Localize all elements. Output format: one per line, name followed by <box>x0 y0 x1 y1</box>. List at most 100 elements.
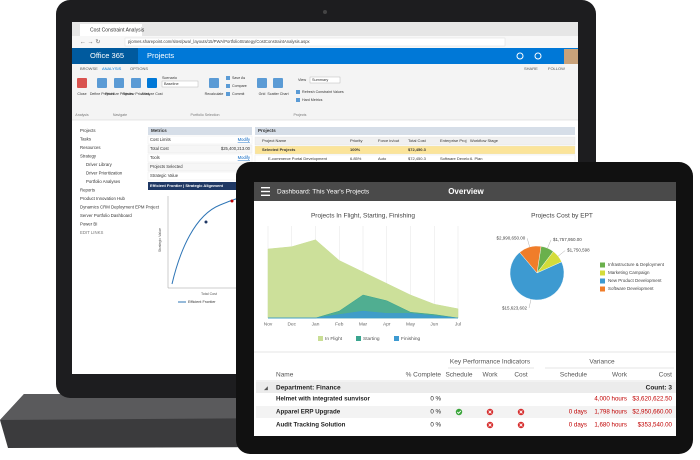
nav-link[interactable]: Tasks <box>80 137 91 142</box>
project-name[interactable]: Apparel ERP Upgrade <box>276 409 341 416</box>
variance-work: 1,680 hours <box>594 422 627 429</box>
ribbon-button[interactable]: Review Priorities <box>123 92 150 96</box>
metric-label: Cost Limits <box>150 137 171 142</box>
gear-icon[interactable] <box>534 52 542 60</box>
nav-link[interactable]: Server Portfolio Dashboard <box>80 213 132 218</box>
nav-link[interactable]: Reports <box>80 188 95 193</box>
nav-link[interactable]: EDIT LINKS <box>80 230 103 235</box>
small-icon[interactable] <box>226 84 230 88</box>
area <box>268 310 459 319</box>
ribbon-small-button[interactable]: Save As <box>232 76 245 80</box>
project-name[interactable]: Audit Tracking Solution <box>276 422 346 429</box>
nav-link[interactable]: Dynamics CRM Deployment EPM Project <box>80 205 160 210</box>
project-name[interactable]: Helmet with integrated sunvisor <box>276 396 370 403</box>
menu-icon[interactable] <box>261 187 270 196</box>
variance-cost: $2,950,660.00 <box>632 409 672 416</box>
leader-line <box>527 238 530 248</box>
ribbon-icon[interactable] <box>77 78 87 88</box>
nav-link[interactable]: Portfolio Analyses <box>86 179 120 184</box>
ribbon-button[interactable]: Analyze Cost <box>141 92 162 96</box>
ribbon-icon[interactable] <box>97 78 107 88</box>
grid-cell: Software Develo <box>440 156 470 161</box>
small-icon[interactable] <box>226 76 230 80</box>
legend-label: Marketing Campaign <box>608 270 650 275</box>
nav-link[interactable]: Strategy <box>80 154 97 159</box>
cross <box>488 423 492 427</box>
small-icon[interactable] <box>226 92 230 96</box>
table-row[interactable] <box>256 393 676 405</box>
suite-bar <box>72 48 578 64</box>
legend-label: Starting <box>363 336 380 342</box>
table-row[interactable] <box>256 406 676 418</box>
ribbon <box>72 64 578 120</box>
nav-arrows[interactable]: ← → ↻ <box>80 40 100 46</box>
kpi-icons <box>455 408 525 429</box>
nav-link[interactable]: Power BI <box>80 222 97 227</box>
x-tick-label: Jun <box>430 321 438 327</box>
suite-site[interactable]: Projects <box>147 51 174 60</box>
nav-link[interactable]: Driver Library <box>86 162 113 167</box>
bell-icon[interactable] <box>516 52 524 60</box>
ribbon-icon[interactable] <box>273 78 283 88</box>
ribbon-tab[interactable]: ANALYSIS <box>102 66 122 71</box>
column-header: Cost <box>659 372 673 379</box>
column-header: Work <box>612 372 628 379</box>
ribbon-icon[interactable] <box>131 78 141 88</box>
legend-label: Finishing <box>401 336 421 342</box>
ribbon-icon[interactable] <box>209 78 219 88</box>
ribbon-small-button[interactable]: Hard Metrics <box>302 98 323 102</box>
nav-link[interactable]: Product Innovation Hub <box>80 196 126 201</box>
x-tick-label: Jan <box>312 321 320 327</box>
metric-value: $25,400,213.00 <box>221 146 251 151</box>
ribbon-button[interactable]: Grid <box>259 92 266 96</box>
ribbon-button[interactable]: Define Projects <box>90 92 115 96</box>
grid-cell: E-commerce Portal Development <box>268 156 328 161</box>
ribbon-tab[interactable]: BROWSE <box>80 66 98 71</box>
collapse-toggle[interactable]: ◢ <box>264 385 268 391</box>
small-icon[interactable] <box>296 90 300 94</box>
ribbon-small-button[interactable]: Refresh Constraint Values <box>302 90 344 94</box>
data-label: $2,990,650.00 <box>496 236 525 241</box>
user-tool[interactable]: FOLLOW <box>548 66 565 71</box>
group-header: Key Performance Indicators <box>450 359 531 366</box>
grid-cell: Auto <box>378 156 387 161</box>
nav-link[interactable]: Projects <box>80 128 96 133</box>
suite-app[interactable]: Office 365 <box>90 51 124 60</box>
variance-schedule: 0 days <box>569 422 587 429</box>
small-icon[interactable] <box>296 98 300 102</box>
breadcrumb[interactable]: Dashboard: This Year's Projects <box>277 189 370 196</box>
ribbon-button[interactable]: Prioritize Projects <box>105 92 133 96</box>
nav-link[interactable]: Driver Prioritization <box>86 171 123 176</box>
table-row[interactable] <box>256 419 676 431</box>
user-tool[interactable]: SHARE <box>524 66 538 71</box>
ribbon-tab[interactable]: OPTIONS <box>130 66 148 71</box>
x-tick-label: Mar <box>359 321 368 327</box>
frontier-header <box>148 182 252 190</box>
ribbon-icon[interactable] <box>147 78 157 88</box>
view-label: View <box>298 78 306 82</box>
ribbon-button[interactable]: Recalculate <box>205 92 224 96</box>
chart-title: Projects In Flight, Starting, Finishing <box>311 213 415 220</box>
ribbon-group: Portfolio Selection <box>191 113 220 117</box>
metric-link[interactable]: Modify <box>238 155 251 160</box>
x-tick-label: Dec <box>287 321 296 327</box>
nav-link[interactable]: Resources <box>80 145 101 150</box>
variance-cost: $3,620,622.50 <box>632 396 672 403</box>
metric-link[interactable]: Modify <box>238 137 251 142</box>
ribbon-button[interactable]: Close <box>77 92 86 96</box>
ribbon-icon[interactable] <box>257 78 267 88</box>
ribbon-small-button[interactable]: Compare <box>232 84 247 88</box>
ribbon-icon[interactable] <box>114 78 124 88</box>
avatar[interactable] <box>564 49 578 64</box>
view-dropdown[interactable] <box>309 76 341 84</box>
url-field[interactable] <box>124 37 506 47</box>
check <box>456 410 462 414</box>
scenario-dropdown[interactable] <box>161 80 199 88</box>
column-header: % Complete <box>406 372 442 379</box>
frontier-y-label: Strategic Value <box>158 228 162 252</box>
ribbon-small-button[interactable]: Commit <box>232 92 244 96</box>
browser-tab[interactable] <box>80 24 142 36</box>
laptop-content: BROWSE ANALYSIS OPTIONS SHARE FOLLOW Close Def… <box>75 66 576 304</box>
ribbon-button[interactable]: Scatter Chart <box>267 92 288 96</box>
percent-complete: 0 % <box>430 422 441 429</box>
